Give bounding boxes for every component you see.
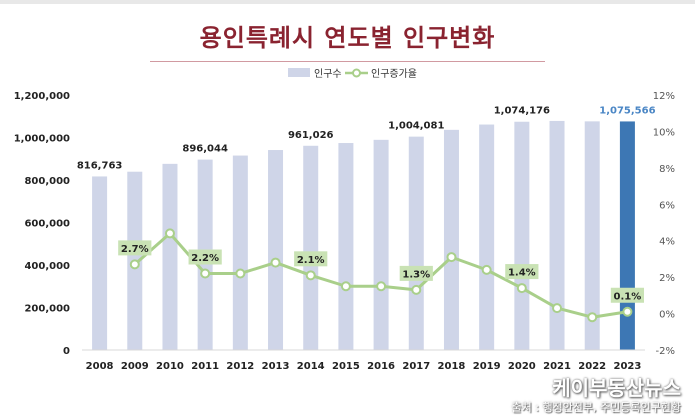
x-tick-label: 2017 [402,361,430,372]
line-label-box-2017 [399,265,433,281]
right-tick-label: 4% [659,237,675,248]
watermark: 케이부동산뉴스 [552,376,681,400]
legend: 인구수 인구증가율 [288,68,417,80]
legend-line-marker [352,68,361,78]
line-label-2020: 1.4% [508,268,536,279]
line-series [129,228,633,323]
legend-line-label: 인구증가율 [371,68,417,80]
bar-label-2014: 961,026 [288,130,334,141]
bar-2018 [443,129,459,350]
right-tick-label: 12% [653,91,675,102]
bar-label-2011: 896,044 [182,144,228,155]
left-tick-label: 800,000 [24,176,70,187]
x-tick-label: 2014 [297,361,325,372]
line-point-2012 [235,268,246,279]
right-tick-label: 0% [659,310,675,321]
line-label-box-2023 [610,287,645,303]
bar-2017 [408,136,424,350]
line-point-2023 [622,306,633,317]
line-label-2017: 1.3% [402,269,430,280]
x-tick-label: 2018 [438,361,466,372]
bar-2020 [514,121,530,350]
bar-label-2017: 1,004,081 [388,121,444,132]
x-tick-label: 2012 [226,361,254,372]
line-point-2021 [552,303,563,314]
left-tick-label: 400,000 [24,261,70,272]
x-tick-label: 2008 [86,361,114,372]
line-label-2009: 2.7% [121,244,149,255]
line-label-box-2011 [188,249,222,265]
line-label-2023: 0.1% [614,291,642,302]
x-tick-label: 2015 [332,361,360,372]
line-label-box-2009 [118,240,152,256]
x-tick-label: 2010 [156,361,184,372]
title-wrap: 용인특례시 연도별 인구변화 [0,18,695,53]
legend-bar-swatch [288,68,310,77]
line-point-2013 [270,257,281,268]
line-label-2014: 2.1% [297,255,325,266]
right-tick-label: -2% [656,346,675,357]
bar-2008 [92,176,108,350]
line-point-2010 [164,228,175,239]
x-tick-label: 2016 [367,361,395,372]
chart-title: 용인특례시 연도별 인구변화 [199,24,496,52]
x-tick-label: 2020 [508,361,536,372]
right-tick-label: 8% [659,164,675,175]
line-point-2016 [376,281,387,292]
right-tick-label: 6% [659,200,675,211]
x-axis: 2008 2009 2010 2011 2012 2013 2014 2015 2016 2017… [82,349,645,372]
line-label-box-2020 [505,264,539,280]
bar-2013 [268,150,284,350]
bar-series [92,120,635,350]
bar-2015 [338,143,354,350]
line-point-2017 [411,284,422,295]
bar-2014 [303,145,319,350]
bar-label-2008: 816,763 [77,160,123,171]
left-tick-label: 1,000,000 [14,134,70,145]
bar-data-labels: 816,763 896,044 961,026 1,004,081 1,074,176 1… [77,105,656,171]
line-data-labels: 2.7% 2.2% 2.1% 1.3% 1.4% 0.1% [118,240,645,303]
x-tick-label: 2023 [613,361,641,372]
line-point-2022 [587,312,598,323]
bar-label-2023: 1,075,566 [599,105,655,116]
x-tick-label: 2009 [121,361,149,372]
line-label-box-2014 [294,251,328,267]
left-axis: 0 200,000 400,000 600,000 800,000 1,000,000 1,… [14,91,70,357]
bar-2012 [232,155,248,350]
bar-2016 [373,139,389,350]
x-tick-label: 2013 [262,361,290,372]
right-tick-label: 10% [653,127,675,138]
line-point-2009 [129,259,140,270]
bar-2022 [584,121,600,350]
right-tick-label: 2% [659,273,675,284]
bar-label-2020: 1,074,176 [494,106,550,117]
line-point-2020 [516,283,527,294]
bar-2021 [549,120,565,350]
bar-2019 [479,124,495,350]
left-tick-label: 0 [63,346,70,357]
line-point-2011 [200,268,211,279]
right-axis: -2% 0% 2% 4% 6% 8% 10% 12% [653,91,675,357]
x-tick-label: 2011 [191,361,219,372]
top-bar [0,0,695,4]
left-tick-label: 200,000 [24,304,70,315]
line-point-2019 [481,264,492,275]
source-note: 출처 : 행정안전부, 주민등록인구현황 [511,401,682,414]
bar-2010 [162,163,178,350]
legend-bar-label: 인구수 [314,68,342,80]
line-point-2015 [340,281,351,292]
line-point-2014 [305,270,316,281]
x-tick-label: 2019 [473,361,501,372]
left-tick-label: 600,000 [24,219,70,230]
x-tick-label: 2022 [578,361,606,372]
left-tick-label: 1,200,000 [14,91,70,102]
line-label-2011: 2.2% [191,253,219,264]
title-underline [150,61,545,62]
line-point-2018 [446,252,457,263]
x-tick-label: 2021 [543,361,571,372]
